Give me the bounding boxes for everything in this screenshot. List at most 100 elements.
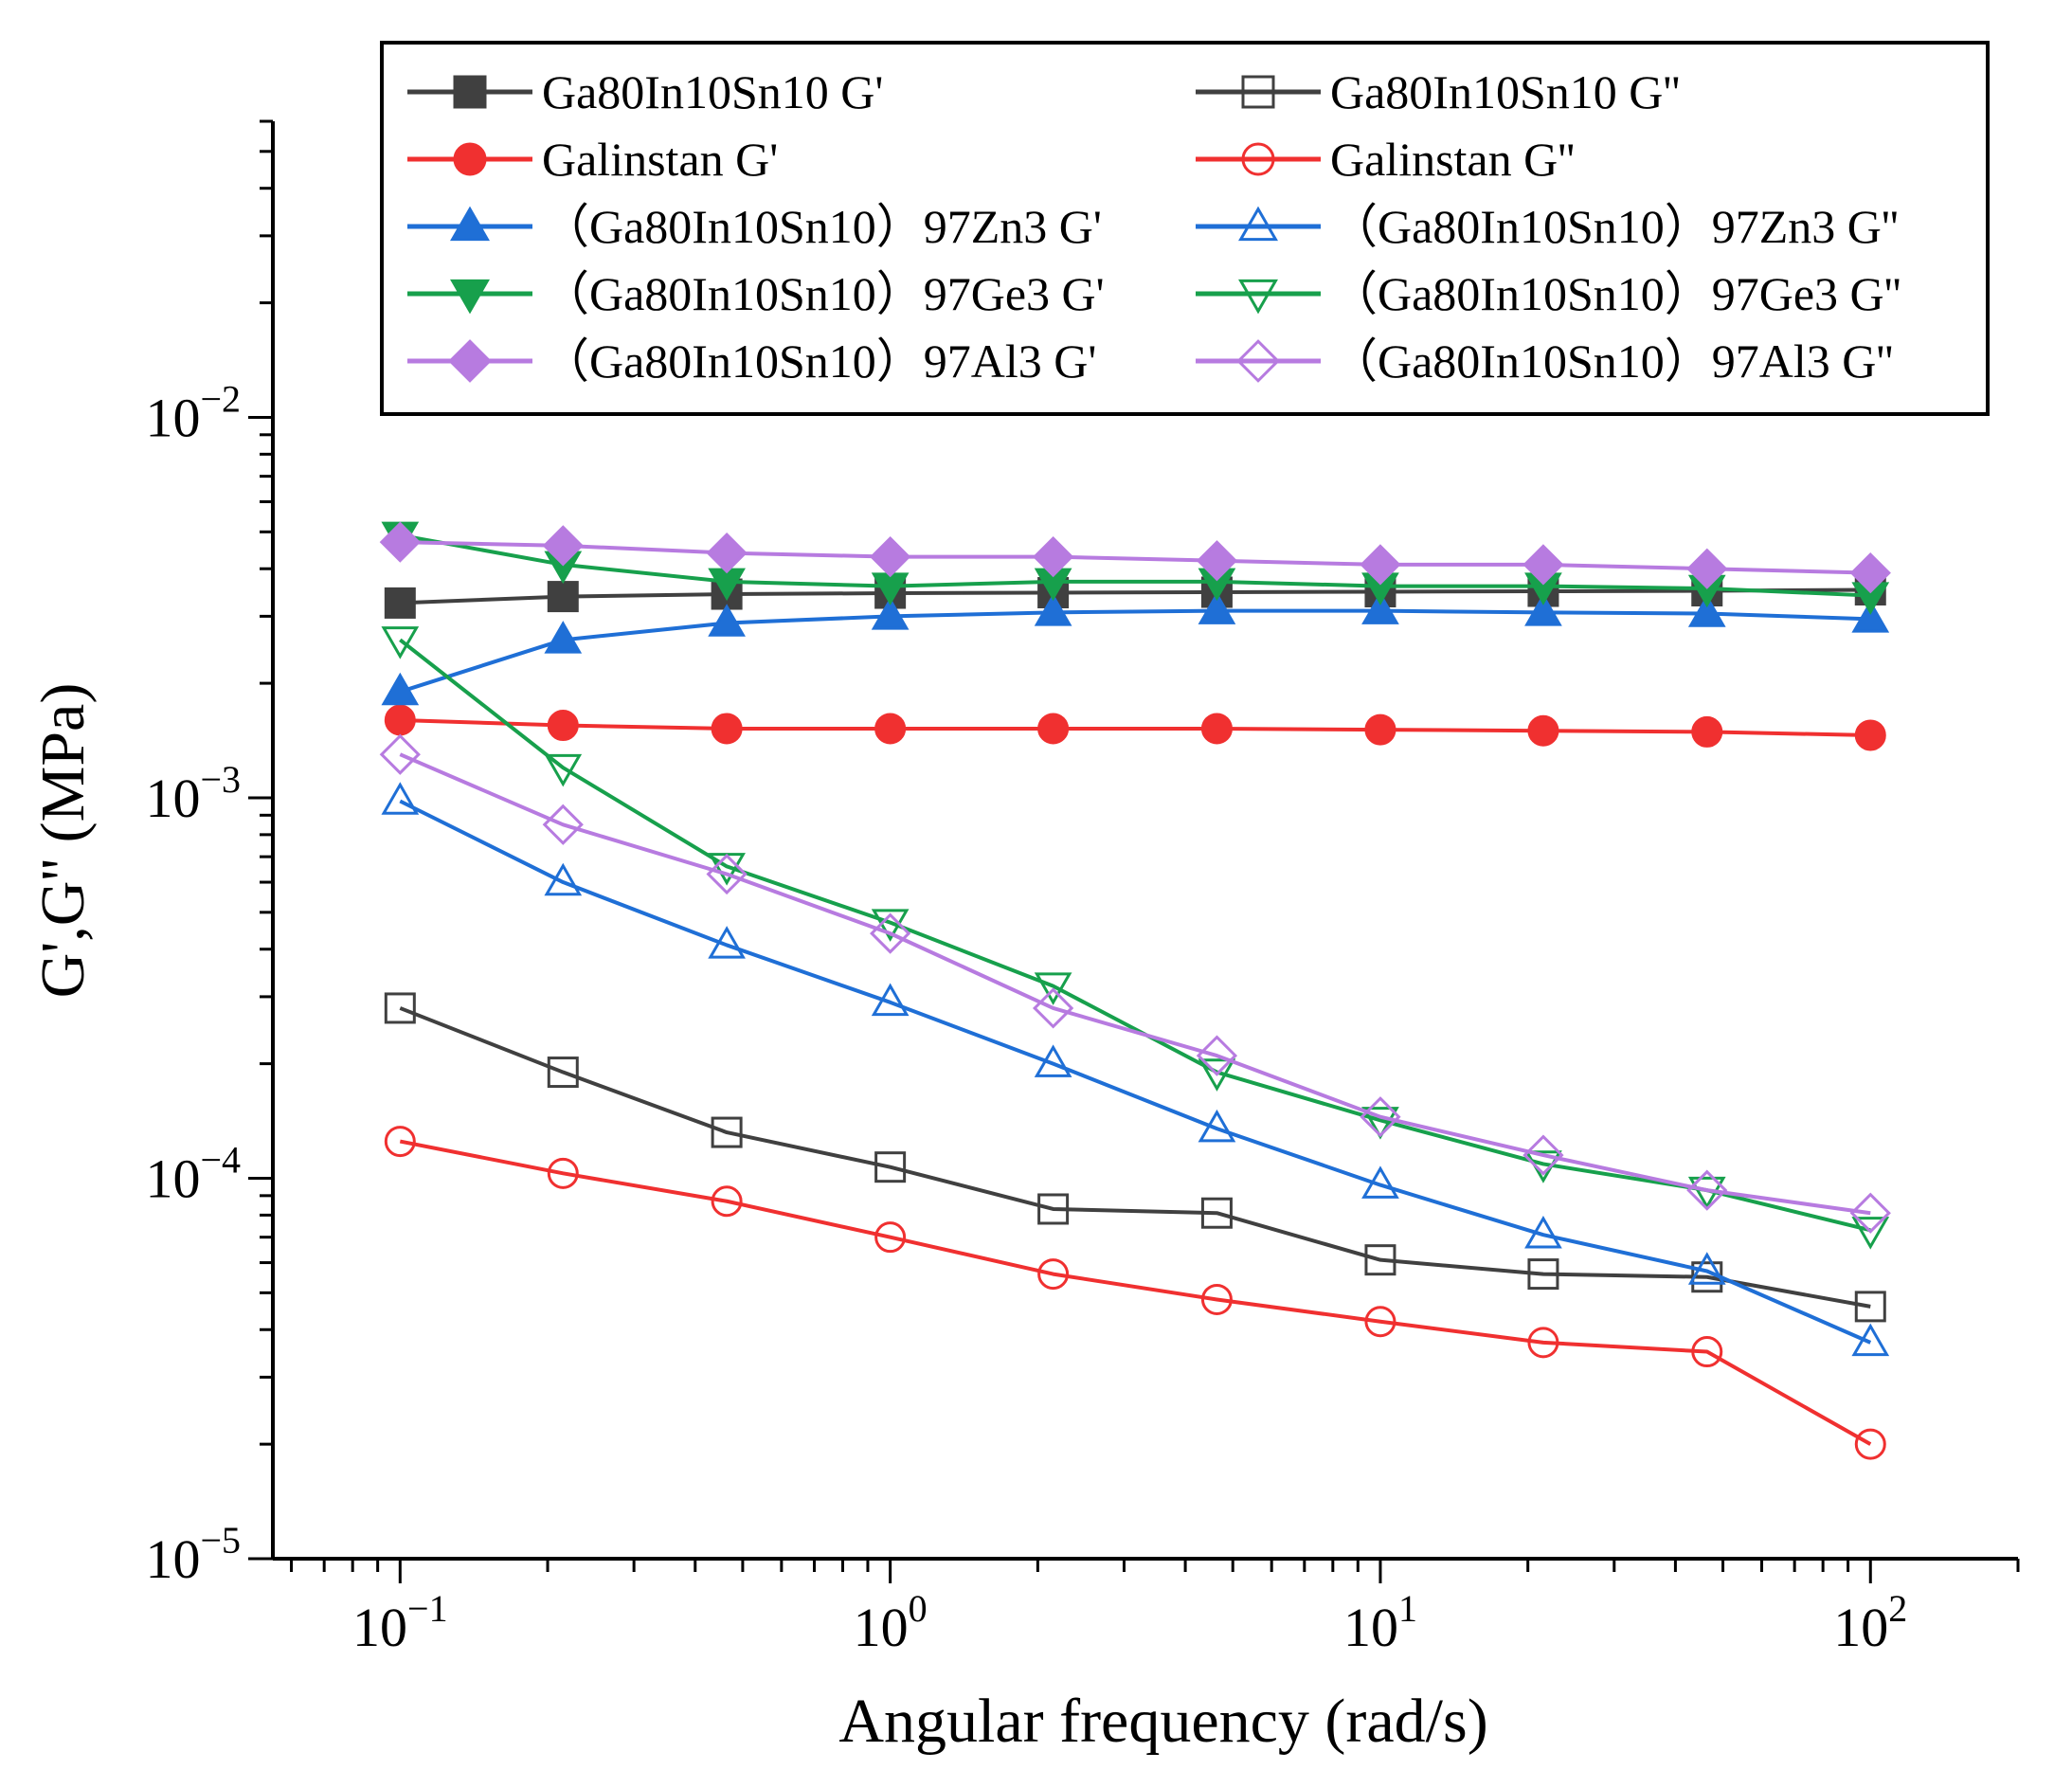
data-point: [874, 1151, 907, 1183]
data-point: [381, 672, 420, 706]
series-10: [379, 733, 1891, 1234]
data-point: [1196, 540, 1238, 582]
series-layer: [379, 521, 1891, 1460]
y-tick-label: 10−2: [145, 377, 241, 448]
data-point: [1686, 548, 1728, 589]
legend-item-5: （Ga80In10Sn10）97Zn3 G': [407, 200, 1102, 253]
legend-item-9: （Ga80In10Sn10）97Al3 G': [407, 334, 1096, 388]
legend-item-10: （Ga80In10Sn10）97Al3 G'': [1196, 334, 1893, 388]
data-point: [1849, 552, 1891, 594]
data-point: [1037, 1193, 1070, 1225]
legend-item-8: （Ga80In10Sn10）97Ge3 G'': [1196, 267, 1901, 320]
data-point: [1361, 591, 1399, 624]
y-axis-title: G',G'' (MPa): [28, 683, 98, 999]
legend-marker: [450, 206, 490, 242]
data-point: [1360, 544, 1401, 586]
series-3: [384, 704, 1886, 751]
x-tick-label: 100: [854, 1587, 928, 1658]
data-point: [547, 1157, 579, 1189]
data-point: [870, 912, 911, 954]
data-point: [1527, 714, 1559, 747]
legend-marker: [1236, 339, 1280, 383]
data-point: [711, 713, 743, 745]
data-point: [384, 704, 416, 736]
legend-label: （Ga80In10Sn10）97Zn3 G'': [1330, 200, 1899, 253]
data-point: [1198, 1109, 1236, 1143]
series-line: [400, 718, 1871, 737]
x-tick-label: 101: [1343, 1587, 1417, 1658]
data-point: [544, 621, 583, 654]
legend-marker: [1241, 75, 1275, 109]
data-point: [1687, 594, 1726, 627]
data-point: [1037, 1258, 1070, 1291]
data-point: [544, 753, 583, 787]
legend-item-3: Galinstan G': [407, 133, 778, 186]
data-point: [874, 713, 907, 745]
data-point: [1851, 1217, 1890, 1250]
data-point: [1524, 593, 1562, 626]
legend-label: （Ga80In10Sn10）97Al3 G': [542, 334, 1096, 388]
data-point: [1527, 1258, 1559, 1291]
data-point: [1034, 1044, 1072, 1077]
data-point: [1854, 1428, 1886, 1460]
y-tick-label: 10−4: [145, 1138, 241, 1209]
data-point: [1524, 1215, 1562, 1249]
legend-label: Ga80In10Sn10 G': [542, 65, 883, 118]
data-point: [711, 1116, 743, 1148]
legend-marker: [1241, 142, 1275, 176]
legend-marker: [453, 142, 487, 176]
data-point: [1364, 1306, 1396, 1338]
data-point: [871, 983, 910, 1017]
legend-item-2: Ga80In10Sn10 G'': [1196, 65, 1680, 118]
data-point: [542, 804, 584, 845]
data-point: [542, 525, 584, 567]
y-tick-label: 10−3: [145, 758, 241, 829]
series-2: [384, 992, 1886, 1323]
x-tick-label: 102: [1833, 1587, 1907, 1658]
series-line: [399, 608, 1871, 694]
data-point: [1200, 1197, 1233, 1229]
data-point: [1364, 1244, 1396, 1276]
series-line: [399, 799, 1872, 1345]
data-point: [1687, 1252, 1726, 1285]
series-line: [399, 1139, 1872, 1446]
axes: 10−1 100 101 102 10−5 10−4 10−3 10−2: [145, 119, 2020, 1658]
data-point: [384, 1126, 416, 1158]
data-point: [870, 535, 911, 578]
legend-marker: [1238, 206, 1278, 242]
data-point: [1527, 1327, 1559, 1359]
legend-marker: [450, 279, 490, 315]
legend-label: （Ga80In10Sn10）97Zn3 G': [542, 200, 1102, 253]
legend-label: Galinstan G': [542, 133, 778, 186]
legend: Ga80In10Sn10 G' Ga80In10Sn10 G'' Galinstan…: [380, 41, 1990, 416]
series-4: [384, 1126, 1886, 1460]
data-point: [1691, 1336, 1723, 1368]
data-point: [547, 1057, 579, 1089]
data-point: [1032, 535, 1074, 578]
data-point: [1854, 719, 1886, 751]
data-point: [1200, 713, 1233, 745]
data-point: [384, 587, 416, 619]
data-point: [1686, 1169, 1728, 1211]
legend-marker: [448, 339, 492, 383]
legend-marker: [453, 75, 487, 109]
data-point: [544, 862, 583, 896]
data-point: [1361, 1107, 1399, 1140]
legend-item-1: Ga80In10Sn10 G': [407, 65, 883, 118]
series-6: [381, 782, 1890, 1357]
series-line: [400, 587, 1871, 605]
data-point: [1364, 713, 1396, 746]
y-tick-label: 10−5: [145, 1519, 241, 1590]
data-point: [379, 521, 421, 563]
data-point: [1198, 591, 1236, 624]
legend-item-4: Galinstan G'': [1196, 133, 1575, 186]
series-line: [399, 638, 1871, 1233]
data-point: [706, 853, 748, 895]
data-point: [871, 597, 910, 630]
series-5: [381, 591, 1890, 706]
legend-label: （Ga80In10Sn10）97Ge3 G'': [1330, 267, 1901, 320]
data-point: [1198, 1058, 1236, 1092]
series-line: [399, 533, 1871, 598]
legend-item-6: （Ga80In10Sn10）97Zn3 G'': [1196, 200, 1899, 253]
